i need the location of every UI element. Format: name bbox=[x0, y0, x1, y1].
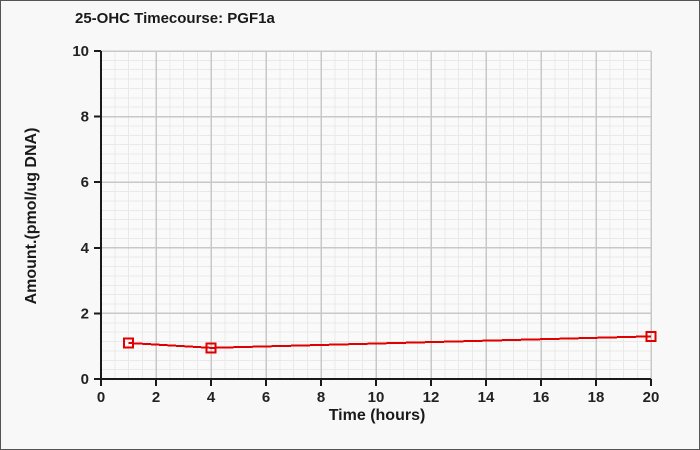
series-line bbox=[128, 335, 652, 349]
data-point-marker bbox=[205, 342, 217, 354]
x-tick-label: 12 bbox=[423, 389, 440, 406]
x-tick-label: 10 bbox=[368, 389, 385, 406]
y-tick-label: 4 bbox=[81, 240, 90, 257]
y-tick-label: 2 bbox=[81, 305, 89, 322]
x-tick-label: 16 bbox=[533, 389, 550, 406]
x-tick-label: 2 bbox=[152, 389, 160, 406]
x-tick-label: 6 bbox=[262, 389, 270, 406]
y-tick-label: 10 bbox=[72, 43, 89, 60]
x-tick-label: 8 bbox=[317, 389, 325, 406]
data-point-marker bbox=[645, 330, 657, 342]
x-tick-label: 0 bbox=[97, 389, 105, 406]
y-tick-label: 0 bbox=[81, 371, 89, 388]
y-tick-label: 8 bbox=[81, 109, 89, 126]
x-tick-label: 18 bbox=[588, 389, 605, 406]
x-axis-title: Time (hours) bbox=[328, 407, 426, 424]
y-tick-label: 6 bbox=[81, 174, 89, 191]
x-tick-label: 20 bbox=[643, 389, 660, 406]
y-axis-title: Amount.(pmol/ug DNA) bbox=[23, 127, 40, 305]
x-tick-label: 4 bbox=[207, 389, 216, 406]
data-point-marker bbox=[123, 337, 134, 349]
x-tick-label: 14 bbox=[478, 389, 495, 406]
chart-title: 25-OHC Timecourse: PGF1a bbox=[75, 10, 275, 27]
